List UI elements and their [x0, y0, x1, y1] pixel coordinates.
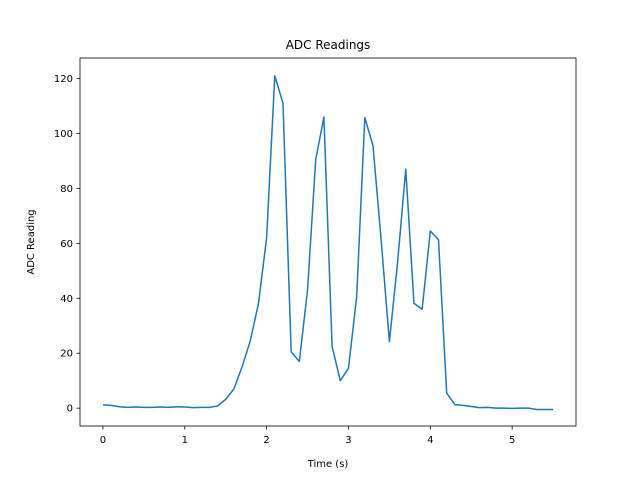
x-tick-label: 4 [427, 435, 433, 446]
x-axis-ticks: 0 1 2 3 4 5 [100, 426, 515, 446]
plot-area: 0 1 2 3 4 5 0 20 40 60 80 100 120 [54, 57, 577, 446]
y-axis-ticks: 0 20 40 60 80 100 120 [54, 74, 80, 415]
axes-frame [79, 57, 577, 427]
series-layer [102, 75, 554, 411]
y-tick-label: 0 [67, 404, 73, 415]
x-tick-label: 5 [509, 435, 515, 446]
y-tick-label: 100 [54, 129, 73, 140]
y-tick-label: 80 [60, 184, 73, 195]
x-tick-label: 3 [345, 435, 351, 446]
y-tick-label: 60 [60, 239, 73, 250]
y-axis-label: ADC Reading [26, 209, 37, 274]
chart-title: ADC Readings [286, 38, 371, 52]
x-tick-label: 2 [263, 435, 269, 446]
x-tick-label: 0 [100, 435, 106, 446]
y-tick-label: 40 [60, 294, 73, 305]
y-tick-label: 120 [54, 74, 73, 85]
series-line [102, 75, 554, 411]
y-tick-label: 20 [60, 349, 73, 360]
x-axis-label: Time (s) [307, 459, 349, 470]
x-tick-label: 1 [182, 435, 188, 446]
